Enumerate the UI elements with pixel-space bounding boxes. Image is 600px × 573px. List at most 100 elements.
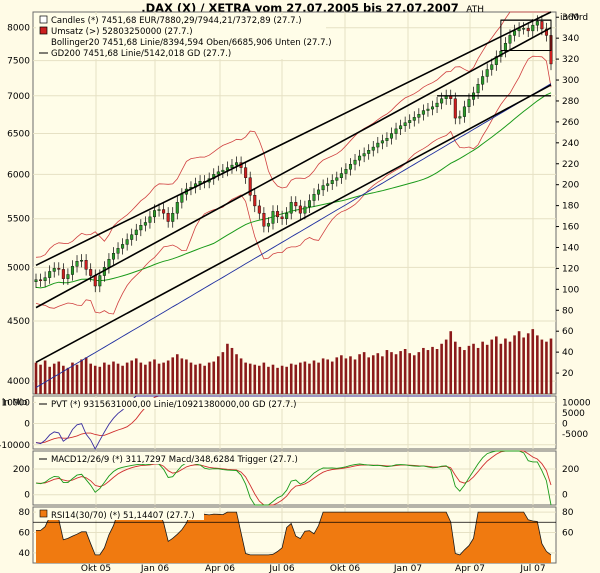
volume-bar bbox=[271, 364, 275, 394]
candle-body bbox=[426, 108, 430, 111]
candle-body bbox=[225, 167, 229, 171]
candle-body bbox=[266, 223, 270, 227]
main-right-tick: 100 bbox=[562, 285, 579, 295]
x-axis-label: Jan 07 bbox=[393, 564, 422, 573]
volume-bar bbox=[545, 341, 548, 394]
volume-bar bbox=[440, 343, 443, 394]
macd-right-tick: 200 bbox=[562, 465, 579, 475]
volume-bar bbox=[180, 358, 184, 394]
volume-bar bbox=[340, 355, 343, 394]
volume-bar bbox=[239, 358, 243, 394]
volume-bar bbox=[189, 362, 193, 394]
volume-bar bbox=[84, 357, 88, 394]
legend-bg bbox=[36, 15, 326, 59]
candle-body bbox=[385, 138, 389, 141]
macd-right-tick: 0 bbox=[562, 491, 568, 501]
volume-bar bbox=[417, 352, 421, 394]
volume-bar bbox=[103, 362, 106, 394]
pvt-right-tick: -5000 bbox=[562, 430, 588, 440]
main-right-tick: 260 bbox=[562, 118, 579, 128]
main-right-tick: 360 bbox=[562, 13, 579, 23]
candle-body bbox=[148, 216, 152, 223]
candle-body bbox=[394, 128, 398, 134]
volume-bar bbox=[349, 356, 352, 394]
candle-body bbox=[294, 202, 298, 207]
legend-entry: Umsatz (>) 52803250000 (27.7.) bbox=[51, 27, 193, 37]
long-average-line bbox=[35, 83, 552, 388]
rsi-right-tick: 80 bbox=[562, 508, 574, 518]
candle-body bbox=[166, 212, 170, 222]
bollinger-upper-line bbox=[35, 11, 551, 258]
macd-legend: MACD12/26/9 (*) 311,7297 Macd/348,6284 T… bbox=[51, 455, 298, 465]
candle-body bbox=[285, 212, 289, 219]
volume-bar bbox=[504, 338, 507, 394]
volume-bar bbox=[80, 359, 83, 394]
candle-body bbox=[380, 140, 384, 144]
volume-bar bbox=[394, 354, 398, 394]
volume-bar bbox=[330, 361, 334, 394]
rsi-legend-bg bbox=[36, 509, 204, 520]
main-right-tick: 40 bbox=[562, 348, 574, 358]
volume-bar bbox=[157, 363, 161, 394]
volume-bar bbox=[116, 363, 120, 394]
candle-body bbox=[84, 260, 88, 270]
candle-body bbox=[307, 200, 311, 208]
volume-bar bbox=[526, 333, 530, 394]
candle-body bbox=[70, 266, 74, 275]
volume-bar bbox=[248, 363, 252, 394]
candle-body bbox=[540, 21, 544, 30]
volume-bar bbox=[485, 344, 489, 394]
main-right-tick: 340 bbox=[562, 34, 579, 44]
volume-bar bbox=[139, 362, 143, 394]
volume-bar bbox=[289, 363, 293, 394]
candle-body bbox=[143, 222, 147, 226]
volume-bar bbox=[321, 358, 325, 394]
main-legend: Candles (*) 7451,68 EUR/7880,29/7944,21/… bbox=[36, 15, 332, 59]
candle-body bbox=[39, 279, 43, 281]
main-right-tick: 240 bbox=[562, 139, 579, 149]
volume-bar bbox=[294, 364, 298, 394]
volume-bar bbox=[166, 360, 170, 394]
candle-body bbox=[303, 206, 307, 214]
x-axis-label: Jul 07 bbox=[519, 564, 545, 573]
volume-bar bbox=[112, 361, 115, 394]
legend-entry: Bollinger20 7451,68 Linie/8394,594 Oben/… bbox=[51, 38, 332, 48]
red-box-icon bbox=[39, 26, 48, 35]
volume-bar bbox=[408, 353, 412, 394]
candle-body bbox=[111, 253, 115, 260]
volume-bar bbox=[198, 363, 202, 394]
candle-body bbox=[276, 211, 280, 218]
main-right-tick: 300 bbox=[562, 76, 579, 86]
main-right-tick: 280 bbox=[562, 97, 579, 107]
volume-bar bbox=[226, 343, 229, 394]
volume-bar bbox=[449, 331, 453, 394]
candle-body bbox=[289, 202, 293, 214]
candle-body bbox=[367, 150, 371, 154]
ath-label: ATH bbox=[466, 5, 484, 15]
volume-bar bbox=[75, 364, 79, 394]
volume-bar bbox=[244, 362, 247, 394]
right-axis-unit: in Mrd bbox=[560, 13, 588, 23]
candle-body bbox=[216, 171, 220, 175]
x-axis-label: Apr 07 bbox=[455, 564, 485, 573]
candle-body bbox=[262, 212, 266, 227]
candle-body bbox=[139, 225, 143, 231]
volume-bar bbox=[458, 346, 462, 394]
main-left-tick: 7500 bbox=[7, 57, 30, 67]
main-right-tick: 140 bbox=[562, 243, 579, 253]
volume-bar bbox=[285, 366, 288, 394]
volume-bar bbox=[171, 357, 175, 394]
volume-bar bbox=[175, 354, 179, 394]
candle-body bbox=[544, 28, 548, 36]
candle-body bbox=[230, 164, 234, 168]
trend-channel-line bbox=[35, 26, 552, 309]
legend-entry: Candles (*) 7451,68 EUR/7880,29/7944,21/… bbox=[51, 16, 302, 26]
candle-body bbox=[321, 185, 325, 191]
x-axis-label: Okt 06 bbox=[330, 564, 360, 573]
main-left-tick: 6000 bbox=[7, 170, 30, 180]
pvt-unit: in Mio bbox=[2, 398, 27, 408]
volume-bar bbox=[390, 352, 393, 394]
pvt-right-tick: 0 bbox=[562, 420, 568, 430]
x-axis-label: Jan 06 bbox=[140, 564, 169, 573]
volume-bar bbox=[549, 338, 553, 394]
